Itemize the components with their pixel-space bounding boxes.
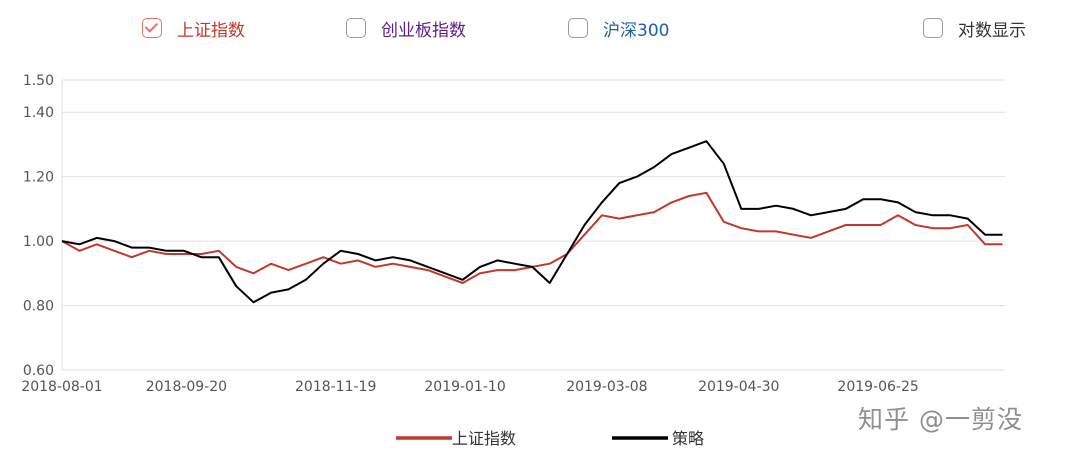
toggle-sse-index[interactable]: 上证指数 xyxy=(142,16,245,41)
x-axis-ticks: 2018-08-01 2018-09-20 2018-11-19 2019-01-10… xyxy=(21,379,918,395)
legend: 上证指数 策略 xyxy=(396,429,704,448)
x-tick-label: 2018-11-19 xyxy=(295,379,376,395)
chinext-index-label: 创业板指数 xyxy=(381,20,466,41)
csi300-checkbox[interactable] xyxy=(568,18,588,38)
gridlines xyxy=(61,79,1005,371)
x-tick-label: 2019-04-30 xyxy=(698,379,779,395)
series-line-1 xyxy=(61,140,1003,304)
y-axis-ticks: 0.60 0.80 1.00 1.20 1.40 1.50 xyxy=(23,73,54,379)
legend-label-1: 策略 xyxy=(672,429,704,448)
series-toggle-bar: 上证指数 创业板指数 沪深300 对数显示 xyxy=(0,0,1080,56)
chinext-index-checkbox[interactable] xyxy=(346,18,366,38)
y-tick-label: 0.60 xyxy=(23,363,54,379)
log-scale-label: 对数显示 xyxy=(958,20,1026,41)
sse-index-label: 上证指数 xyxy=(177,20,245,41)
watermark: 知乎 @一剪没 xyxy=(858,405,1023,434)
sse-index-checkbox[interactable] xyxy=(142,18,162,38)
x-tick-label: 2018-08-01 xyxy=(21,379,102,395)
y-tick-label: 0.80 xyxy=(23,299,54,315)
legend-label-0: 上证指数 xyxy=(452,429,516,448)
y-tick-label: 1.40 xyxy=(23,105,54,121)
toggle-log-scale[interactable]: 对数显示 xyxy=(923,16,1026,41)
log-scale-checkbox[interactable] xyxy=(923,18,943,38)
y-tick-label: 1.50 xyxy=(23,73,54,89)
series-lines xyxy=(61,140,1003,304)
x-tick-label: 2019-01-10 xyxy=(424,379,505,395)
y-tick-label: 1.20 xyxy=(23,170,54,186)
y-tick-label: 1.00 xyxy=(23,234,54,250)
x-tick-label: 2018-09-20 xyxy=(146,379,227,395)
x-tick-label: 2019-03-08 xyxy=(566,379,647,395)
csi300-label: 沪深300 xyxy=(603,20,670,41)
toggle-chinext-index[interactable]: 创业板指数 xyxy=(346,16,466,41)
toggle-csi300[interactable]: 沪深300 xyxy=(568,16,670,41)
series-line-0 xyxy=(61,191,1003,284)
x-tick-label: 2019-06-25 xyxy=(837,379,918,395)
